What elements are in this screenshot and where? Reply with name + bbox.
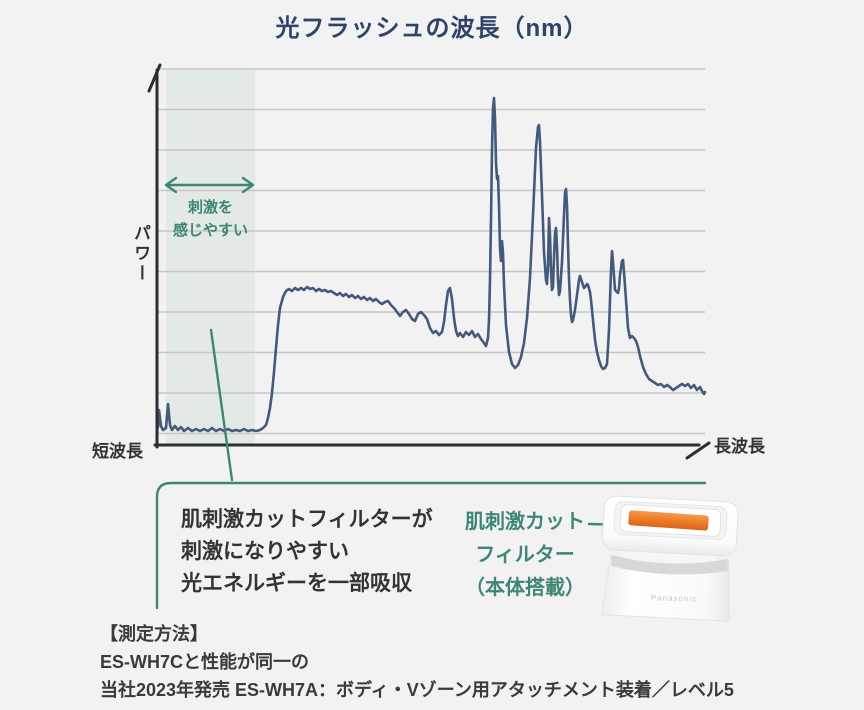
y-axis [147,63,162,449]
band-annotation: 刺激を 感じやすい [158,197,263,242]
callout-line3: 光エネルギーを一部吸収 [181,572,412,595]
footnote-line1: 【測定方法】 [100,624,208,644]
callout-line1: 肌刺激カットフィルターが [181,508,433,531]
footnote-line2: ES-WH7Cと性能が同一の [100,652,310,672]
y-axis-label: パワー [131,224,150,284]
filter-window-icon [628,510,709,531]
callout-connector-line [209,328,234,482]
x-axis [153,441,711,460]
plot-area [156,68,707,445]
band-range-arrow-icon [164,176,255,194]
device-ring [611,554,728,575]
x-axis-label-long: 長波長 [714,437,765,456]
callout-line2: 刺激になりやすい [181,540,349,563]
x-axis-label-short: 短波長 [92,442,143,461]
y-axis-arrow-icon [147,63,162,93]
filter-label-line2: フィルター [475,544,575,566]
band-annotation-line2: 感じやすい [172,221,248,239]
x-axis-arrow-icon [685,441,711,460]
footnote-line3: 当社2023年発売 ES-WH7A：ボディ・Vゾーン用アタッチメント装着／レベル… [100,680,734,700]
callout-text: 肌刺激カットフィルターが 刺激になりやすい 光エネルギーを一部吸収 [181,504,433,600]
filter-label-line3: （本体搭載） [465,577,585,599]
filter-label: 肌刺激カット フィルター （本体搭載） [452,506,598,605]
band-annotation-line1: 刺激を [187,199,233,216]
filter-label-line1: 肌刺激カット [465,511,585,533]
spectrum-curve [156,96,707,433]
measurement-footnote: 【測定方法】 ES-WH7Cと性能が同一の 当社2023年発売 ES-WH7A：… [100,620,734,704]
chart-title: 光フラッシュの波長（nm） [275,15,589,42]
sensitive-wavelength-band [166,69,255,445]
device-photo [600,495,739,622]
callout-bracket [155,481,707,610]
